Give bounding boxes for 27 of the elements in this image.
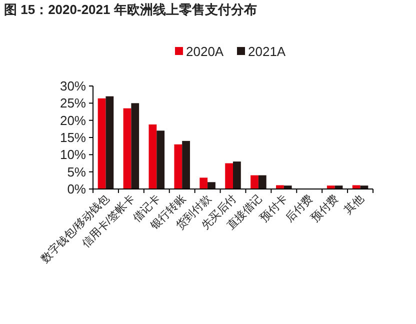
y-tick-label: 30% <box>60 78 86 94</box>
bar <box>225 163 233 189</box>
y-tick-label: 5% <box>67 164 86 180</box>
bar <box>233 162 241 189</box>
bar <box>148 124 157 189</box>
bar <box>131 103 140 189</box>
bar <box>156 130 165 189</box>
bar <box>182 140 190 189</box>
bar <box>208 182 216 189</box>
y-tick-label: 20% <box>60 112 86 128</box>
y-tick-label: 25% <box>60 96 86 111</box>
y-tick-label: 0% <box>67 182 86 196</box>
bar <box>200 178 208 189</box>
bar <box>174 144 182 189</box>
y-tick-label: 15% <box>60 130 86 145</box>
bar <box>250 175 258 189</box>
bar <box>123 108 132 189</box>
bar <box>258 175 266 189</box>
chart-title: 图 15：2020-2021 年欧洲线上零售支付分布 <box>4 2 257 17</box>
bar <box>276 185 284 189</box>
bar <box>106 96 114 189</box>
legend-label: 2021A <box>248 44 286 59</box>
bar <box>98 98 106 189</box>
x-tick-label: 其他 <box>342 192 366 217</box>
legend-label: 2020A <box>186 44 224 59</box>
y-tick-label: 10% <box>60 147 86 162</box>
bar <box>352 185 360 189</box>
